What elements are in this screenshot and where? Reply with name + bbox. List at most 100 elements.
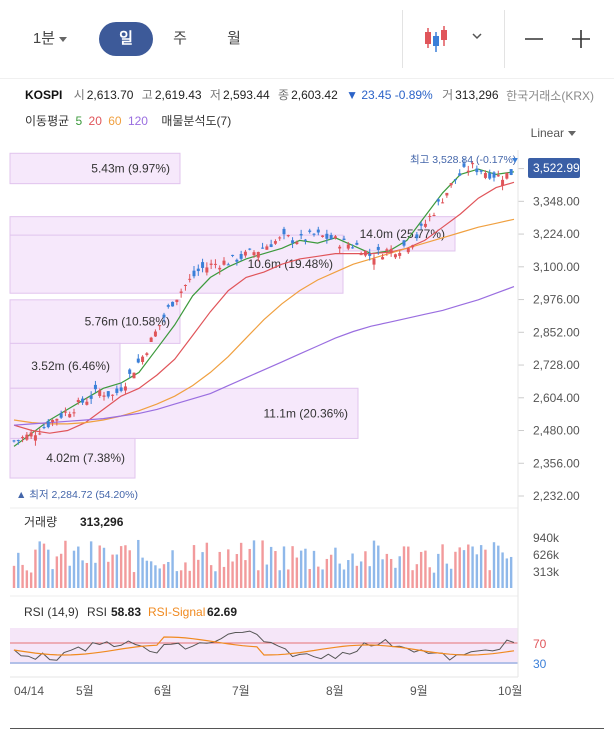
volume-bar bbox=[501, 552, 504, 588]
candle-body bbox=[295, 242, 299, 244]
volume-bar bbox=[128, 550, 131, 588]
volume-bar bbox=[364, 551, 367, 588]
candle-body bbox=[483, 173, 487, 178]
candle-body bbox=[359, 254, 363, 256]
rsi-signal-line bbox=[13, 636, 515, 656]
rsi-label: RSI bbox=[87, 605, 107, 619]
volume-bar bbox=[424, 550, 427, 588]
candle-body bbox=[406, 247, 410, 253]
candle-body bbox=[46, 421, 50, 428]
candle-body bbox=[479, 170, 483, 172]
volume-bar bbox=[64, 540, 67, 588]
candle-body bbox=[475, 168, 479, 173]
volume-bar bbox=[38, 541, 41, 588]
candle-body bbox=[42, 427, 46, 429]
last-price-badge bbox=[528, 158, 580, 178]
zoom-in-button[interactable] bbox=[569, 22, 593, 56]
volume-bar bbox=[449, 568, 453, 588]
chart-type-dropdown[interactable] bbox=[420, 22, 490, 56]
tab-week[interactable]: 주 bbox=[173, 30, 187, 47]
volume-bar bbox=[201, 552, 204, 588]
volume-bar bbox=[21, 564, 24, 588]
volume-tick-940k: 940k bbox=[533, 531, 560, 545]
volume-bar bbox=[381, 559, 384, 588]
volume-bar bbox=[484, 549, 487, 588]
volume-bar bbox=[257, 570, 260, 588]
volume-bar bbox=[492, 542, 496, 588]
volume-bar bbox=[85, 562, 89, 588]
candle-body bbox=[51, 419, 55, 423]
candlestick-icon bbox=[425, 26, 482, 52]
x-axis-label: 04/14 bbox=[14, 684, 44, 698]
tab-day[interactable]: 일 bbox=[99, 22, 153, 56]
volume-bar bbox=[265, 564, 269, 588]
volume-bar bbox=[411, 570, 414, 588]
candle-body bbox=[63, 411, 67, 413]
high-marker: 최고 3,528.84 (-0.17%) bbox=[410, 154, 516, 166]
volume-profile-label: 5.43m (9.97%) bbox=[91, 161, 170, 175]
candle-body bbox=[128, 369, 132, 374]
volume-bar bbox=[111, 554, 114, 588]
indicator-legend[interactable]: 이동평균 5 20 60 120 매물분석도(7) bbox=[25, 112, 234, 129]
volume-profile-bar bbox=[9, 342, 121, 389]
candle-body bbox=[453, 179, 457, 181]
volume-bar bbox=[42, 543, 46, 588]
candle-body bbox=[509, 169, 513, 175]
close-label: 종 bbox=[278, 88, 290, 102]
candle-body bbox=[308, 230, 312, 232]
header-divider bbox=[0, 78, 614, 79]
volume-bar bbox=[175, 571, 179, 588]
candle-body bbox=[441, 202, 445, 204]
rsi-band bbox=[10, 628, 518, 664]
candle-body bbox=[261, 247, 265, 249]
candle-body bbox=[252, 252, 256, 256]
candle-body bbox=[111, 394, 115, 396]
volume-bar bbox=[428, 567, 431, 588]
volume-bar bbox=[124, 545, 127, 588]
ma20-period: 20 bbox=[88, 114, 102, 128]
ma120-line bbox=[13, 286, 515, 426]
volume-bar bbox=[59, 553, 63, 588]
candle-body bbox=[136, 358, 140, 363]
candle-body bbox=[16, 440, 20, 442]
candle-body bbox=[98, 390, 102, 396]
volume-bar bbox=[192, 545, 196, 588]
tab-month[interactable]: 월 bbox=[227, 30, 241, 47]
candle-body bbox=[192, 270, 196, 277]
candle-body bbox=[188, 278, 192, 280]
candle-body bbox=[269, 244, 273, 247]
volume-bar bbox=[389, 558, 393, 588]
candle-body bbox=[25, 434, 29, 440]
price-tick-label: 2,604.00 bbox=[533, 391, 580, 405]
chart-toolbar: 1분 일 주 월 bbox=[0, 0, 614, 78]
volume-bar bbox=[407, 546, 410, 588]
candle-body bbox=[342, 238, 346, 240]
price-tick-label: 2,232.00 bbox=[533, 489, 580, 503]
volume-bar bbox=[488, 570, 491, 588]
rsi-params-label: RSI (14,9) bbox=[24, 605, 79, 619]
candle-body bbox=[445, 192, 449, 196]
scale-dropdown[interactable]: Linear bbox=[531, 126, 576, 140]
zoom-out-button[interactable] bbox=[522, 22, 546, 56]
price-tick-label: 2,852.00 bbox=[533, 325, 580, 339]
volume-bar bbox=[188, 570, 191, 588]
volume-bar bbox=[115, 554, 119, 588]
volume-bar bbox=[184, 562, 187, 588]
candle-body bbox=[76, 399, 80, 403]
volume-bar bbox=[462, 550, 466, 588]
volume-bar bbox=[231, 561, 234, 588]
candle-body bbox=[376, 246, 380, 250]
candle-body bbox=[123, 386, 127, 391]
interval-dropdown[interactable]: 1분 bbox=[30, 22, 70, 56]
volume-bar bbox=[145, 560, 149, 588]
candle-body bbox=[265, 246, 269, 250]
volume-bar bbox=[321, 569, 324, 588]
candle-body bbox=[488, 172, 492, 179]
candle-body bbox=[21, 436, 25, 439]
volume-bar bbox=[171, 550, 174, 588]
volume-bar bbox=[479, 545, 483, 588]
candle-body bbox=[415, 234, 419, 239]
volume-bar bbox=[261, 540, 264, 588]
volume-bar bbox=[287, 569, 290, 588]
